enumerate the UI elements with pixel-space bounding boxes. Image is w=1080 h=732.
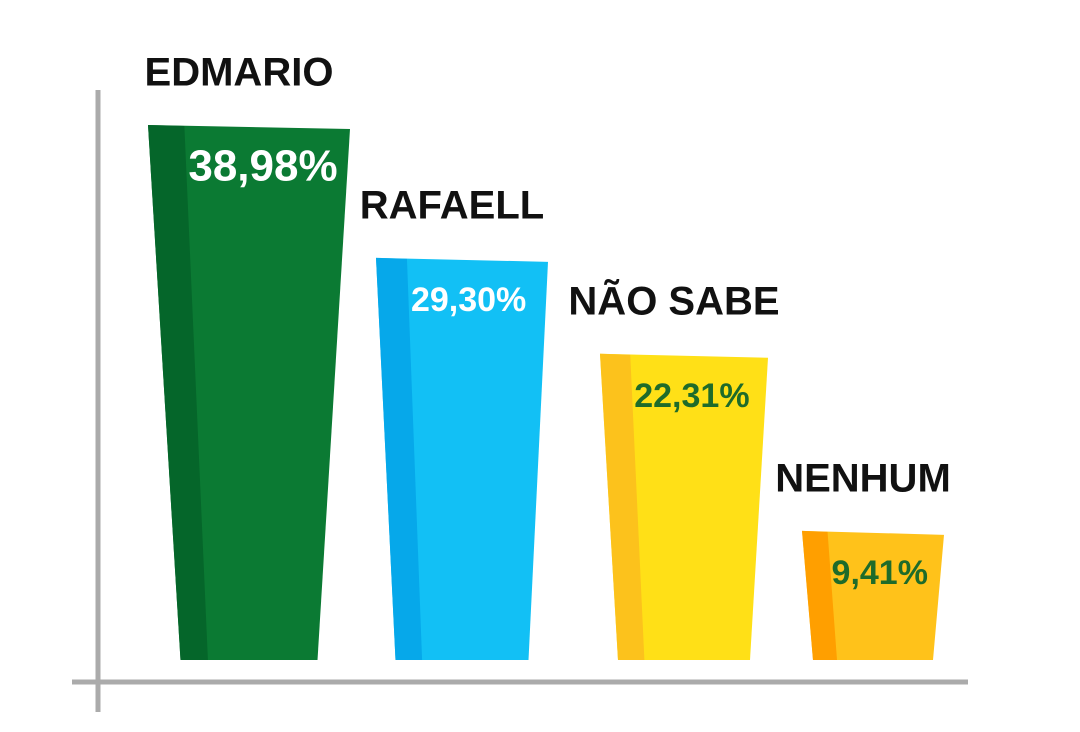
bar-side [802,530,837,660]
value-label: 29,30% [411,281,526,319]
value-label: 38,98% [188,142,337,191]
value-label: 9,41% [832,554,928,592]
value-label: 22,31% [634,377,749,415]
bar-side [600,353,645,660]
category-label: NÃO SABE [568,277,779,323]
category-label: RAFAELL [360,183,544,227]
bar [600,353,768,660]
bar [376,257,548,660]
bar-side [148,125,208,660]
category-label: EDMARIO [145,51,334,95]
bar [802,530,944,660]
bar-side [376,257,423,660]
category-label: NENHUM [775,456,951,500]
